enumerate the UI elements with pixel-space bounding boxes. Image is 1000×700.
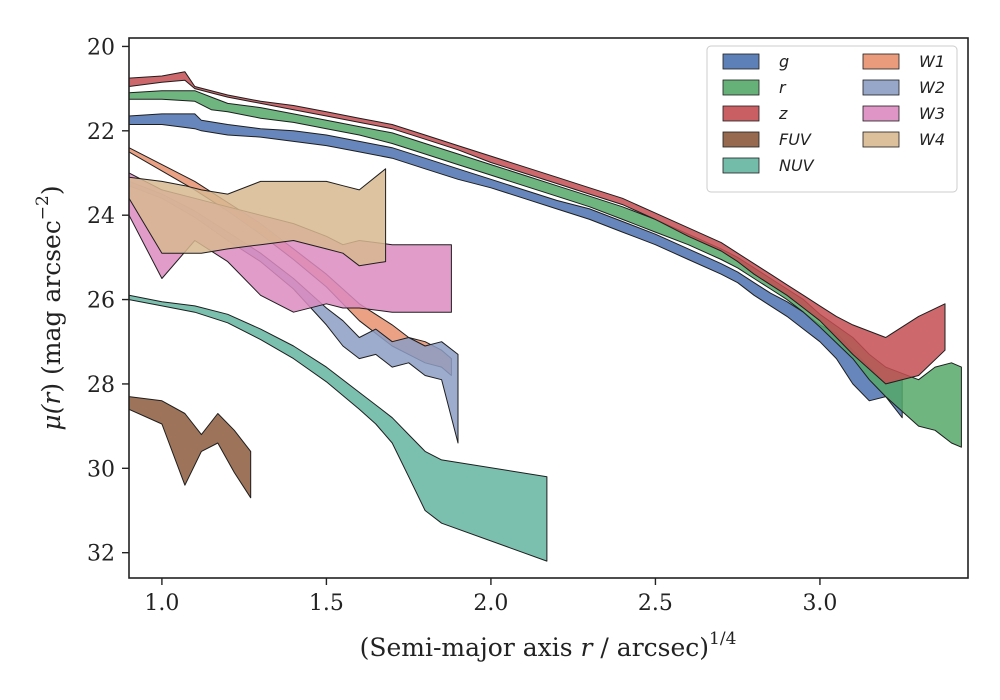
series-band-w4 (129, 168, 387, 267)
legend-swatch-w4 (862, 131, 900, 148)
legend-swatch-w1 (862, 53, 900, 70)
legend-label-nuv: NUV (779, 156, 815, 175)
y-tick-label: 22 (87, 120, 115, 145)
legend-swatch-w2 (862, 79, 900, 96)
legend-label-w1: W1 (919, 52, 945, 71)
series-band-g (129, 113, 903, 419)
y-tick-label: 20 (87, 35, 115, 60)
legend-swatch-fuv (722, 131, 760, 148)
series-layer (129, 71, 962, 562)
legend-label-w4: W4 (919, 130, 945, 149)
y-tick-label: 28 (87, 373, 115, 398)
legend-label-fuv: FUV (779, 130, 812, 149)
x-tick-label: 3.0 (802, 591, 837, 616)
legend-label-r: r (779, 78, 787, 97)
y-tick-label: 32 (87, 542, 115, 567)
series-band-r (129, 90, 962, 448)
legend-swatch-z (722, 105, 760, 122)
x-tick-label: 1.0 (144, 591, 179, 616)
y-axis-label: μ(r) (mag arcsec−2) (33, 185, 66, 430)
legend-label-z: z (778, 104, 788, 123)
y-tick-label: 30 (87, 457, 115, 482)
series-band-z (129, 71, 946, 385)
series-band-fuv (129, 396, 252, 499)
x-tick-label: 2.0 (473, 591, 508, 616)
legend-label-w2: W2 (919, 78, 945, 97)
legend-swatch-w3 (862, 105, 900, 122)
legend-swatch-nuv (722, 157, 760, 174)
x-tick-label: 1.5 (309, 591, 344, 616)
legend-label-w3: W3 (919, 104, 945, 123)
legend: grz FUV NUV W1 W2 W3 W4 (706, 45, 958, 193)
y-tick-label: 24 (87, 204, 115, 229)
legend-swatch-g (722, 53, 760, 70)
y-tick-label: 26 (87, 289, 115, 314)
series-band-nuv (129, 294, 548, 562)
x-axis-label: (Semi-major axis r / arcsec)1/4 (360, 629, 737, 662)
x-tick-label: 2.5 (638, 591, 673, 616)
legend-swatch-r (722, 79, 760, 96)
legend-label-g: g (779, 52, 789, 71)
plot-frame (128, 37, 969, 579)
ticks-layer: 1.0 1.5 2.0 2.5 3.0 20 22 24 26 28 30 32 (87, 35, 837, 616)
